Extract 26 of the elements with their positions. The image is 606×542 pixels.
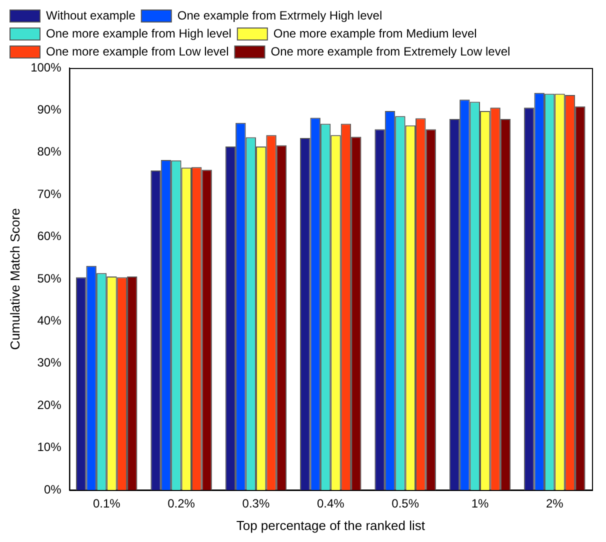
y-tick-label: 90% [37,102,62,117]
x-tick-label: 0.4% [316,496,345,511]
y-tick-label: 80% [37,144,62,159]
y-axis-title: Cumulative Match Score [7,208,22,350]
y-tick-label: 10% [37,440,62,454]
y-tick-label: 20% [37,398,62,412]
legend-label: Without example [46,8,136,22]
x-axis-title: Top percentage of the ranked list [236,518,426,533]
y-tick-label: 70% [37,186,62,201]
x-tick-label: 0.5% [392,496,420,511]
legend-label: One more example from Extremely Low level [270,44,510,58]
legend-label: One example from Extrmely High level [177,8,382,22]
y-tick-label: 0% [44,482,62,496]
x-tick-label: 1% [471,496,489,511]
legend-label: One more example from High level [46,26,232,40]
y-tick-label: 40% [37,314,62,328]
x-tick-label: 2% [546,496,564,511]
legend-label: One more example from Medium level [273,26,477,40]
y-tick-label: 30% [37,356,62,370]
y-tick-label: 100% [30,60,62,74]
x-tick-label: 0.2% [168,496,196,511]
legend-label: One more example from Low level [46,44,229,58]
x-tick-label: 0.1% [92,496,121,511]
y-tick-label: 60% [37,229,62,244]
y-tick-label: 50% [37,271,62,286]
x-tick-label: 0.3% [242,496,270,511]
